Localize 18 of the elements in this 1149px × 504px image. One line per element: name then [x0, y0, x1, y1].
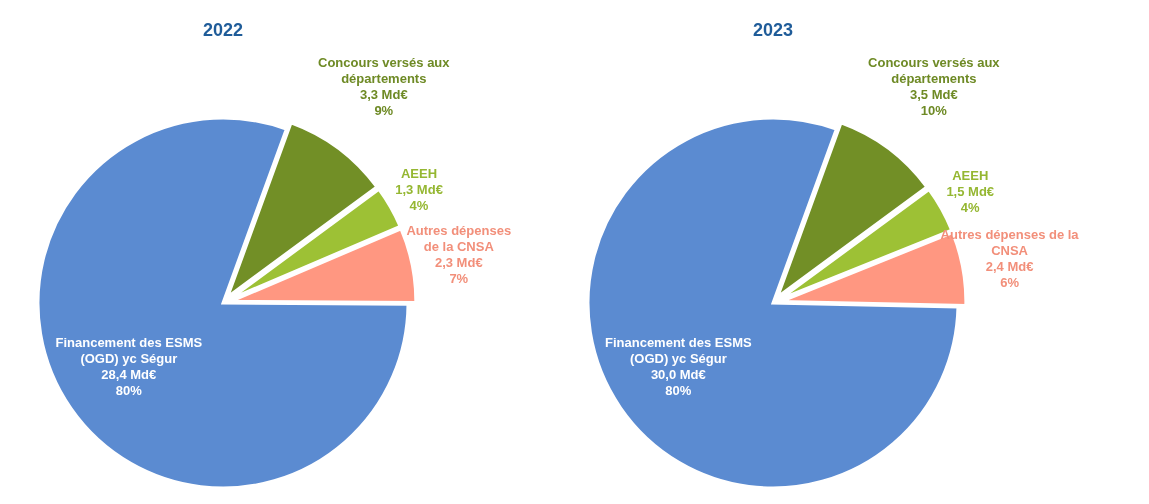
chart-title: 2023	[752, 20, 794, 40]
slice-label: Autres dépenses de la CNSA	[406, 223, 512, 255]
slice-label: Autres dépenses de la CNSA	[940, 227, 1080, 259]
slice-label: Concours versés aux départements	[318, 55, 451, 87]
data-label: 1,3 Md€ 4%	[395, 182, 443, 214]
slice-label: Concours versés aux départements	[868, 55, 1001, 87]
data-label: 2,3 Md€ 7%	[434, 255, 483, 287]
data-label: 2,4 Md€ 6%	[985, 259, 1034, 291]
data-label: 3,5 Md€ 10%	[910, 87, 958, 119]
slice-label: Financement des ESMS (OGD) yc Ségur	[605, 335, 752, 367]
slice-label: AEEH	[400, 166, 438, 182]
slice-label: Financement des ESMS (OGD) yc Ségur	[55, 335, 203, 367]
data-label: 3,3 Md€ 9%	[359, 87, 408, 119]
data-label: 28,4 Md€ 80%	[101, 367, 157, 399]
data-label: 1,5 Md€ 4%	[946, 184, 995, 216]
data-label: 30,0 Md€ 80%	[650, 367, 706, 399]
slice-label: AEEH	[952, 168, 989, 184]
chart-title: 2022	[202, 20, 244, 40]
